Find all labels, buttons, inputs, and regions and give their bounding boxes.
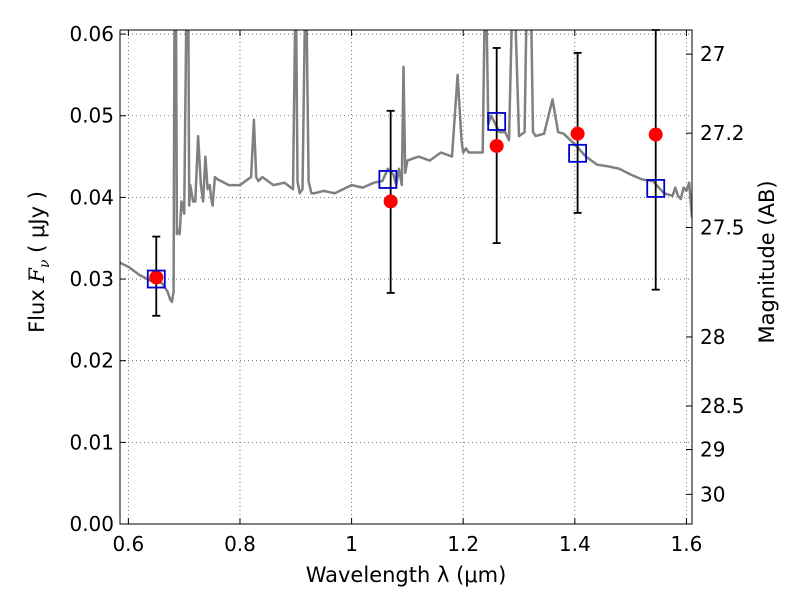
spectrum-line — [120, 30, 692, 304]
axis-ticks — [120, 30, 692, 525]
right-tick-label: 27.5 — [700, 216, 745, 240]
right-axis-title: Magnitude (AB) — [755, 180, 779, 343]
model-series — [146, 112, 666, 289]
right-tick-label: 30 — [700, 482, 725, 506]
right-tick-label: 28.5 — [700, 394, 745, 418]
right-tick-label: 29 — [700, 438, 725, 462]
model-square — [487, 112, 507, 131]
x-tick-label: 1.4 — [559, 532, 591, 556]
grid — [120, 30, 692, 525]
x-tick-label: 1 — [345, 532, 358, 556]
observed-point — [570, 126, 585, 141]
x-tick-labels: 0.6 0.8 1 1.2 1.4 1.6 — [112, 532, 702, 556]
observed-series — [149, 126, 663, 285]
observed-point — [149, 270, 164, 285]
y-tick-label: 0.04 — [69, 185, 114, 209]
model-square — [646, 179, 666, 198]
y-tick-label: 0.06 — [69, 22, 114, 46]
right-tick-labels: 27 27.2 27.5 28 28.5 29 30 — [700, 42, 745, 506]
plot-frame — [119, 29, 693, 525]
y-tick-label: 0.03 — [69, 267, 114, 291]
model-square — [146, 269, 166, 289]
observed-point — [489, 138, 504, 153]
right-tick-label: 27.2 — [700, 121, 745, 145]
right-tick-label: 27 — [700, 42, 725, 66]
model-square — [568, 143, 587, 163]
spectrum-series — [120, 30, 692, 304]
y-axis-title: Flux Fν ( μJy ) — [25, 191, 53, 333]
x-axis-title: Wavelength λ (μm) — [306, 563, 507, 587]
x-tick-label: 1.2 — [447, 532, 479, 556]
y-tick-label: 0.00 — [69, 512, 114, 536]
model-square — [378, 170, 398, 189]
y-tick-label: 0.05 — [69, 104, 114, 128]
y-tick-labels: 0.00 0.01 0.02 0.03 0.04 0.05 0.06 — [69, 22, 114, 536]
y-tick-label: 0.02 — [69, 349, 114, 373]
y-tick-label: 0.01 — [69, 430, 114, 454]
right-tick-label: 28 — [700, 325, 725, 349]
observed-point — [648, 127, 663, 142]
observed-point — [383, 194, 398, 209]
x-tick-label: 1.6 — [671, 532, 703, 556]
x-tick-label: 0.8 — [224, 532, 256, 556]
x-tick-label: 0.6 — [112, 532, 144, 556]
